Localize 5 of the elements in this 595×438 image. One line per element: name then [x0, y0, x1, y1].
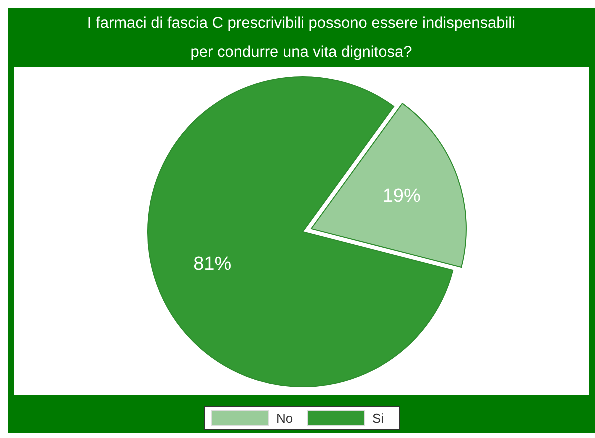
- chart-title: I farmaci di fascia C prescrivibili possono essere indispensabili per condurre una vita dignitosa?: [86, 14, 517, 63]
- legend-label: Si: [372, 410, 386, 426]
- legend-label: No: [276, 410, 294, 426]
- data-label: 81%: [194, 254, 232, 276]
- data-label: 19%: [382, 186, 422, 207]
